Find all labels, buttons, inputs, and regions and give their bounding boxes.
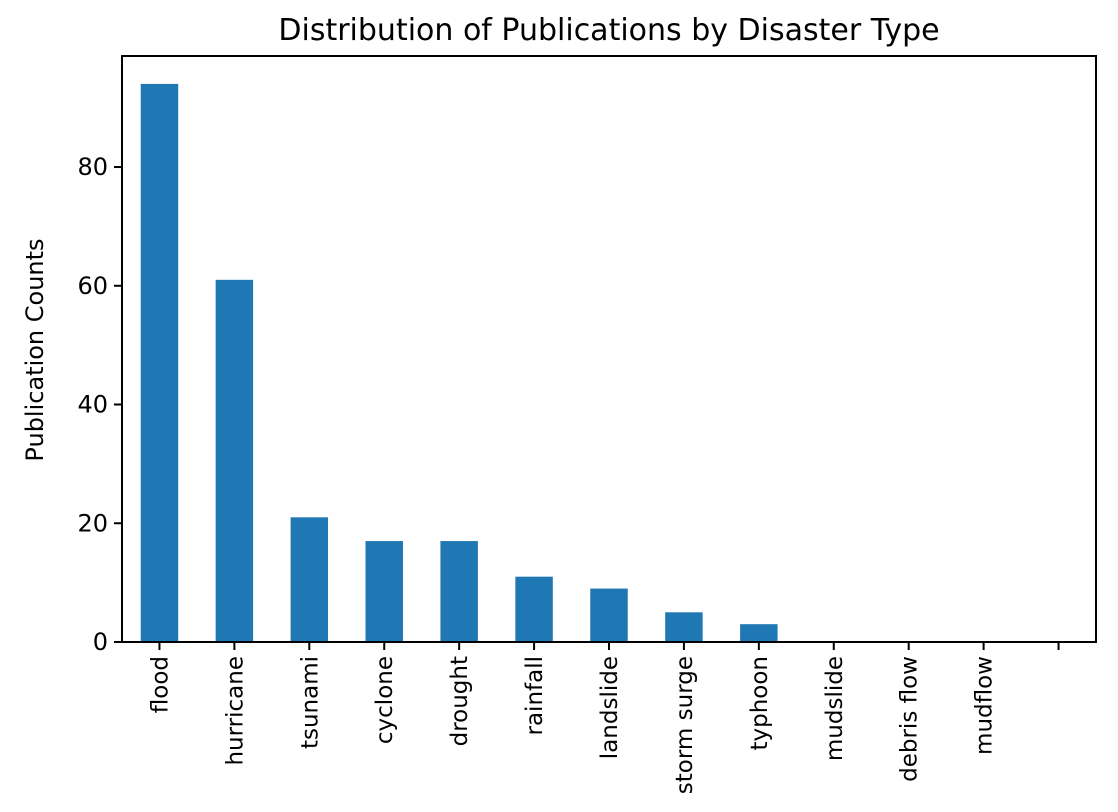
x-ticks-group: flood hurricane tsunami cyclone drought rainf… xyxy=(147,642,1060,794)
bar-typhoon xyxy=(740,624,778,642)
bar-hurricane xyxy=(215,279,254,642)
x-tick-label: storm surge xyxy=(672,656,698,794)
x-tick-label: flood xyxy=(147,656,173,713)
bar-cyclone xyxy=(365,541,403,642)
x-tick-label: landslide xyxy=(597,656,623,759)
x-tick-label: rainfall xyxy=(522,656,548,736)
x-tick-label: tsunami xyxy=(297,656,323,749)
bar-landslide xyxy=(590,588,628,642)
bar-storm-surge xyxy=(665,612,703,642)
plot-frame xyxy=(121,55,1097,643)
y-ticks-group: 0 20 40 60 80 xyxy=(77,153,122,656)
bar-tsunami xyxy=(290,517,329,642)
y-tick-label: 40 xyxy=(77,391,108,419)
y-tick-label: 60 xyxy=(77,272,108,300)
x-tick-label: cyclone xyxy=(372,656,398,744)
bars-group xyxy=(140,83,778,642)
bar-rainfall xyxy=(515,576,553,642)
y-axis-label: Publication Counts xyxy=(21,238,49,461)
y-tick-label: 20 xyxy=(77,509,108,537)
chart-title: Distribution of Publications by Disaster… xyxy=(278,13,939,48)
x-tick-label: debris flow xyxy=(897,656,923,782)
x-tick-label: mudflow xyxy=(972,656,998,755)
bar-drought xyxy=(440,541,478,642)
x-tick-label: drought xyxy=(447,656,473,746)
x-tick-label: typhoon xyxy=(747,656,773,751)
bar-flood xyxy=(140,83,179,642)
x-tick-label: mudslide xyxy=(822,656,848,761)
x-tick-label: hurricane xyxy=(222,656,248,766)
y-tick-label: 0 xyxy=(93,628,108,656)
y-tick-label: 80 xyxy=(77,153,108,181)
